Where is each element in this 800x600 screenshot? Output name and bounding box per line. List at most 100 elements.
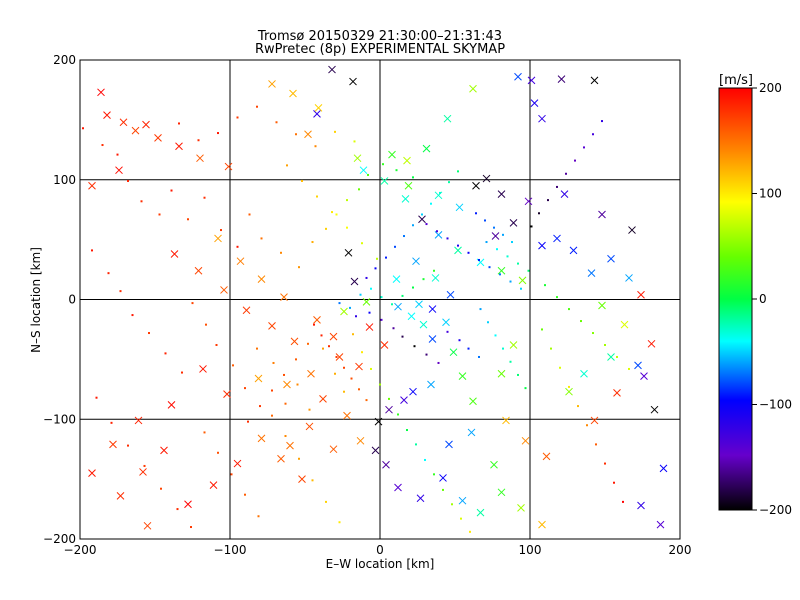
dot-marker	[368, 311, 371, 314]
cross-marker	[598, 210, 606, 219]
cross-marker	[139, 468, 147, 476]
x-axis-label: E–W location [km]	[326, 557, 435, 571]
dot-marker	[158, 213, 161, 216]
dot-marker	[272, 361, 275, 364]
dot-marker	[367, 173, 369, 176]
dot-marker	[511, 241, 513, 244]
dot-marker	[248, 213, 251, 216]
cross-marker	[233, 459, 242, 468]
colorbar-tick-label: 100	[759, 187, 782, 201]
cross-marker	[340, 307, 348, 316]
dot-marker	[392, 327, 395, 330]
dot-marker	[296, 383, 299, 386]
dot-marker	[577, 405, 579, 408]
dot-marker	[257, 515, 260, 518]
cross-marker	[442, 318, 450, 327]
dot-marker	[437, 361, 440, 364]
dot-marker	[217, 451, 219, 454]
cross-marker	[497, 266, 506, 275]
cross-marker	[538, 241, 546, 250]
cross-marker	[620, 320, 629, 329]
cross-marker	[97, 88, 105, 97]
dot-marker	[380, 318, 383, 321]
dot-marker	[556, 185, 558, 188]
dot-marker	[170, 189, 173, 192]
cross-marker	[613, 389, 621, 397]
dot-marker	[458, 339, 461, 342]
dot-marker	[415, 443, 417, 446]
dot-marker	[308, 408, 311, 411]
dot-marker	[338, 302, 341, 305]
dot-marker	[350, 377, 353, 380]
dot-marker	[446, 330, 449, 333]
dot-marker	[451, 503, 453, 506]
cross-marker	[236, 257, 245, 266]
cross-marker	[109, 440, 117, 449]
dot-marker	[127, 444, 129, 447]
dot-marker	[322, 347, 324, 350]
dot-marker	[244, 387, 246, 390]
colorbar-tick-label: 200	[759, 81, 782, 95]
cross-marker	[416, 494, 425, 503]
dot-marker	[280, 251, 282, 254]
dot-marker	[395, 169, 398, 172]
dot-marker	[460, 517, 462, 520]
dot-marker	[331, 211, 333, 214]
dot-marker	[203, 431, 206, 434]
dot-marker	[385, 256, 387, 259]
dot-marker	[478, 355, 480, 358]
colorbar-tick-label: −200	[759, 503, 792, 517]
cross-marker	[476, 508, 485, 517]
dot-marker	[335, 355, 338, 358]
cross-marker	[356, 436, 365, 445]
dot-marker	[349, 306, 351, 309]
cross-marker	[304, 130, 312, 139]
dot-marker	[107, 272, 110, 275]
dot-marker	[499, 273, 501, 276]
dot-marker	[271, 414, 273, 417]
dot-marker	[343, 366, 345, 369]
cross-marker	[355, 362, 363, 371]
dot-marker	[425, 223, 428, 226]
dot-marker	[401, 335, 404, 338]
dot-marker	[271, 389, 273, 392]
x-tick-label: −200	[64, 543, 97, 557]
dot-marker	[143, 464, 146, 467]
dot-marker	[101, 144, 104, 147]
cross-marker	[359, 166, 368, 175]
dot-marker	[628, 367, 630, 370]
dot-marker	[388, 397, 390, 400]
cross-marker	[220, 286, 228, 294]
dot-marker	[439, 191, 441, 194]
cross-marker	[223, 390, 231, 398]
dot-marker	[613, 481, 615, 484]
dot-marker	[430, 202, 432, 205]
dot-marker	[316, 195, 318, 198]
cross-marker	[242, 306, 251, 315]
dot-marker	[517, 262, 519, 265]
dot-marker	[412, 224, 414, 227]
dot-marker	[361, 242, 363, 245]
dot-marker	[446, 237, 449, 240]
cross-marker	[659, 464, 668, 473]
cross-marker	[439, 474, 447, 482]
cross-marker	[380, 177, 389, 185]
cross-marker	[314, 104, 323, 112]
dot-marker	[284, 402, 287, 405]
dot-marker	[328, 345, 330, 348]
colorbar-tick-label: −100	[759, 398, 792, 412]
dot-marker	[520, 287, 522, 290]
cross-marker	[482, 174, 491, 183]
cross-marker	[401, 195, 410, 203]
cross-marker	[634, 361, 642, 370]
dot-marker	[191, 302, 194, 305]
dot-marker	[313, 323, 315, 326]
cross-marker	[455, 203, 464, 212]
cross-marker	[290, 337, 299, 346]
cross-marker	[119, 118, 128, 127]
dot-marker	[412, 286, 414, 289]
cross-marker	[407, 312, 416, 321]
x-tick-labels: −200 −100 0 100 200	[64, 543, 692, 557]
cross-marker	[257, 434, 266, 443]
cross-marker	[428, 335, 437, 343]
